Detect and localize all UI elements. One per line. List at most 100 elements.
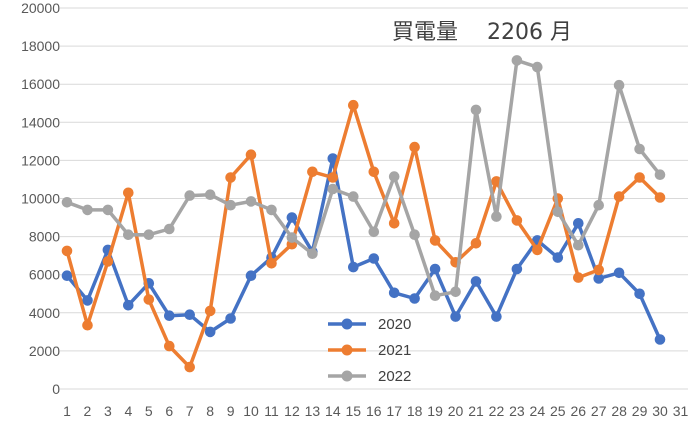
y-axis: 0 2000 4000 6000 8000 10000 12000 14000 16000 180… [21,0,60,397]
x-tick-label-1: 1 [63,403,71,419]
data-point-2022-6 [164,223,175,235]
x-tick-label-13: 13 [305,403,321,419]
x-tick-label-23: 23 [509,403,525,419]
data-point-2020-15 [348,261,359,273]
data-point-2021-24 [532,244,543,256]
chart-title: 買電量 2206 月 [392,20,572,45]
y-tick-label-20000: 20000 [21,0,60,16]
series-line-2022 [65,58,662,298]
data-point-2021-14 [327,172,339,183]
x-tick-label-11: 11 [264,403,279,419]
data-point-2021-1 [61,245,73,257]
data-point-2022-22 [491,211,502,222]
legend-label-2020: 2020 [378,316,411,333]
data-point-2020-2 [82,295,93,306]
data-point-2021-19 [429,235,441,246]
y-tick-label-12000: 12000 [21,152,60,168]
data-point-2020-29 [634,288,645,300]
x-tick-label-30: 30 [652,403,668,419]
data-point-2020-20 [450,311,461,322]
x-tick-label-10: 10 [243,403,259,419]
x-tick-label-19: 19 [427,403,443,419]
legend-marker-2020 [341,318,353,330]
data-point-2022-13 [307,248,318,259]
x-tick-label-4: 4 [124,403,132,419]
data-point-2020-21 [470,276,482,287]
y-tick-label-2000: 2000 [29,343,60,359]
data-point-2022-1 [61,197,73,208]
data-point-2020-19 [429,263,441,275]
x-tick-label-2: 2 [84,403,92,419]
x-tick-label-20: 20 [448,403,464,419]
x-axis: 1 2 3 4 5 6 7 8 9 10 11 12 13 14 15 16 17 18 19 20 21 22 23 24 2… [63,403,688,419]
data-point-2020-25 [552,252,564,263]
data-point-2021-10 [245,149,257,160]
series-2022 [61,55,666,302]
y-tick-label-0: 0 [52,381,60,397]
data-point-2021-9 [225,172,236,183]
series-line-2020 [65,156,662,342]
data-point-2021-6 [164,340,175,352]
data-point-2021-8 [204,305,216,317]
data-point-2020-4 [123,299,134,311]
data-point-2021-18 [409,141,420,153]
data-point-2022-3 [102,204,114,216]
data-point-2022-2 [82,204,93,216]
data-point-2022-10 [245,196,257,207]
x-tick-label-3: 3 [104,403,112,419]
data-point-2021-17 [388,218,400,229]
data-point-2020-26 [573,218,584,229]
data-point-2021-11 [266,258,277,269]
data-point-2021-2 [82,319,93,331]
series-2020 [61,153,666,345]
x-tick-label-24: 24 [530,403,546,419]
x-tick-label-8: 8 [206,403,214,419]
legend-entry-2020: 2020 [328,316,411,333]
data-point-2020-22 [491,311,502,322]
data-point-2022-4 [123,229,134,240]
y-tick-label-4000: 4000 [29,305,60,321]
x-tick-label-25: 25 [550,403,566,419]
data-point-2022-18 [409,229,420,240]
data-point-2021-7 [184,361,195,373]
data-point-2022-27 [593,199,605,211]
x-tick-label-6: 6 [165,403,173,419]
legend-entry-2021: 2021 [328,342,411,359]
x-tick-label-14: 14 [325,403,341,419]
data-point-2022-20 [450,286,461,298]
data-point-2021-23 [511,215,523,226]
data-point-2022-28 [613,79,625,91]
data-point-2020-1 [61,270,73,282]
data-point-2022-26 [573,239,584,251]
data-point-2020-16 [368,253,380,264]
data-point-2020-28 [613,267,625,279]
x-tick-label-26: 26 [570,403,586,419]
y-tick-label-8000: 8000 [29,229,60,245]
x-tick-label-9: 9 [227,403,235,419]
data-point-2021-3 [102,256,114,267]
data-point-2022-29 [634,143,645,155]
y-tick-label-18000: 18000 [21,38,60,54]
y-tick-label-16000: 16000 [21,76,60,92]
data-point-2020-10 [245,270,257,282]
data-point-2022-19 [429,290,441,302]
data-point-2022-9 [225,199,236,211]
x-tick-label-22: 22 [489,403,505,419]
legend-label-2022: 2022 [378,368,411,385]
data-point-2021-29 [634,172,645,183]
data-point-2021-5 [143,294,155,305]
data-point-2020-23 [511,263,523,275]
data-point-2021-26 [573,272,584,283]
data-point-2022-23 [511,55,523,66]
legend: 2020 2021 2022 [328,316,411,385]
x-tick-label-7: 7 [186,403,194,419]
gridlines [60,7,688,390]
data-point-2022-5 [143,229,155,240]
data-point-2022-11 [266,204,277,216]
data-point-2020-30 [654,334,666,345]
data-point-2021-30 [654,192,666,203]
data-point-2022-7 [184,190,195,201]
data-point-2021-4 [123,187,134,199]
data-point-2022-12 [286,232,298,243]
